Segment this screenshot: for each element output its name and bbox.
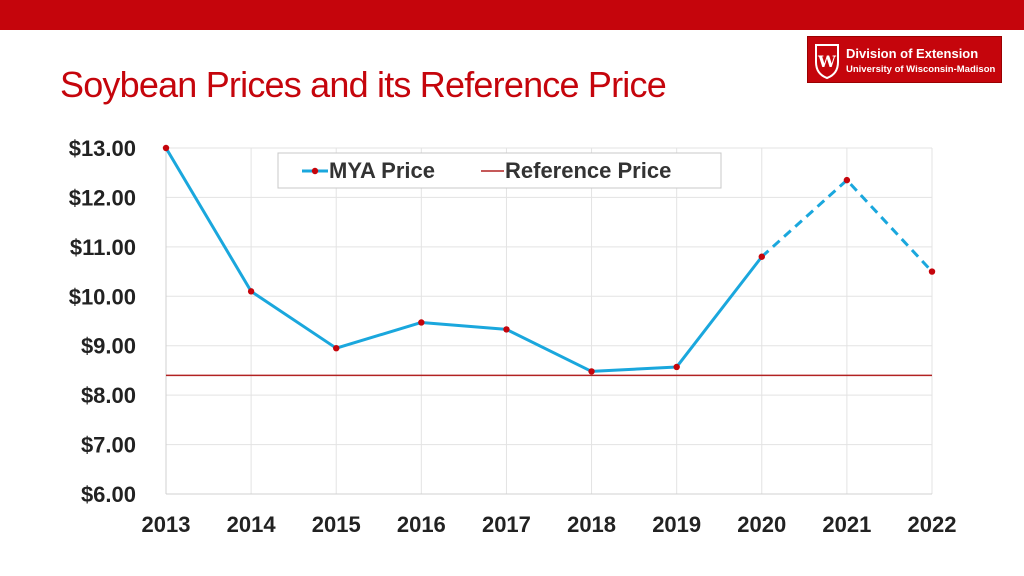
legend-marker-mya <box>311 167 319 175</box>
x-tick-label: 2017 <box>482 512 531 537</box>
x-tick-label: 2016 <box>397 512 446 537</box>
logo-line-1: Division of Extension <box>846 46 979 61</box>
mya-price-point <box>928 268 936 275</box>
y-tick-label: $10.00 <box>69 284 136 309</box>
mya-price-point <box>588 368 595 375</box>
x-tick-label: 2018 <box>567 512 616 537</box>
logo-line-2: University of Wisconsin-Madison <box>846 64 996 75</box>
x-tick-label: 2015 <box>312 512 361 537</box>
legend-label-reference: Reference Price <box>505 158 671 183</box>
x-tick-label: 2021 <box>822 512 871 537</box>
slide-title: Soybean Prices and its Reference Price <box>60 64 667 105</box>
y-tick-label: $9.00 <box>81 334 136 359</box>
y-tick-label: $11.00 <box>70 235 136 260</box>
mya-price-point <box>843 176 851 184</box>
mya-price-point <box>162 144 170 152</box>
extension-logo: W Division of Extension University of Wi… <box>807 36 1002 83</box>
x-tick-label: 2019 <box>652 512 701 537</box>
x-tick-label: 2013 <box>142 512 191 537</box>
mya-price-point <box>333 344 340 352</box>
grid-layer <box>165 147 933 495</box>
y-tick-label: $13.00 <box>69 136 136 161</box>
crest-letter: W <box>817 52 837 71</box>
x-tick-label: 2020 <box>737 512 786 537</box>
x-tick-label: 2014 <box>227 512 277 537</box>
series-layer <box>162 144 936 377</box>
mya-price-point <box>503 326 510 333</box>
x-tick-label: 2022 <box>908 512 957 537</box>
mya-price-point <box>418 319 425 326</box>
y-tick-label: $6.00 <box>81 482 136 507</box>
mya-price-line-projected <box>760 178 934 273</box>
y-tick-label: $12.00 <box>69 185 136 210</box>
legend: MYA Price Reference Price <box>277 152 722 189</box>
mya-price-line-solid <box>164 147 763 373</box>
top-accent-bar <box>0 0 1024 30</box>
y-tick-label: $7.00 <box>81 433 136 458</box>
mya-price-point <box>758 253 765 260</box>
y-tick-label: $8.00 <box>81 383 136 408</box>
legend-label-mya: MYA Price <box>329 158 435 183</box>
crest-icon: W <box>815 44 839 80</box>
axis-layer: $6.00 $7.00 $8.00 $9.00 $10.00 $11.00 $12.00 $1… <box>69 136 957 537</box>
mya-price-point <box>247 288 255 295</box>
mya-price-point <box>673 363 680 371</box>
